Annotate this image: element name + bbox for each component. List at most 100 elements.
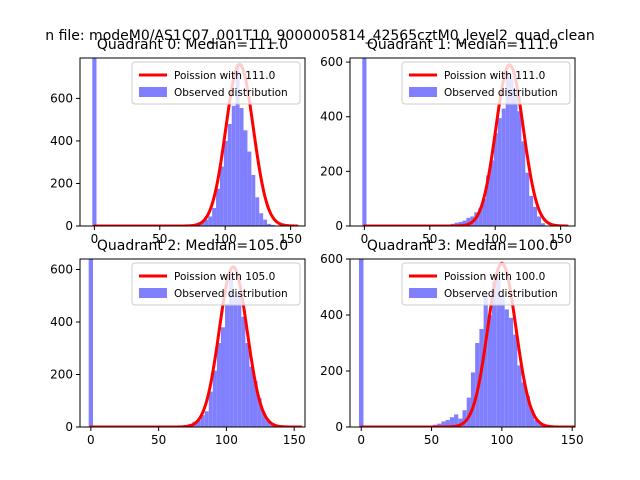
histogram-bar <box>231 105 236 226</box>
x-tick-label: 50 <box>152 232 167 246</box>
histogram-bar <box>537 216 541 226</box>
histogram-bar <box>500 295 505 427</box>
quadrant-2-panel: 0 50 100 150 0 200 400 600 Quadrant 2: Median=10… <box>50 238 306 447</box>
plot-area <box>362 58 569 226</box>
histogram-bar <box>508 317 514 427</box>
figure-suptitle: n file: modeM0/AS1C07_001T10_9000005814_… <box>45 28 594 44</box>
legend-hist-label: Observed distribution <box>174 288 288 300</box>
histogram-bar <box>534 420 539 427</box>
histogram-bar <box>462 220 467 226</box>
histogram-bar <box>486 175 490 226</box>
y-tick-label: 400 <box>50 315 73 329</box>
histogram-bar <box>449 417 455 427</box>
histogram-bar <box>489 160 494 226</box>
legend-hist-swatch <box>139 87 167 97</box>
legend-hist-label: Observed distribution <box>444 288 558 300</box>
histogram-bar <box>255 197 260 226</box>
histogram-bar <box>513 92 518 226</box>
histogram-bar <box>267 223 271 226</box>
x-tick-label: 0 <box>361 232 369 246</box>
axes-frame <box>79 258 306 428</box>
histogram-bar <box>216 343 221 427</box>
x-tick-label: 0 <box>91 232 99 246</box>
histogram-bar <box>204 219 209 226</box>
histogram-bar <box>505 73 510 226</box>
y-tick-label: 0 <box>335 420 343 434</box>
y-tick-label: 200 <box>50 176 73 190</box>
histogram-bar <box>200 415 205 427</box>
x-tick-label: 150 <box>561 433 584 447</box>
histogram-bar <box>513 334 518 427</box>
histogram-bar <box>530 410 535 427</box>
histogram-bar <box>257 398 262 427</box>
histogram-bar <box>483 295 488 427</box>
axes-frame <box>349 57 576 227</box>
poisson-fit-line <box>359 261 575 427</box>
y-tick-label: 0 <box>65 420 73 434</box>
histogram-bar <box>269 424 274 427</box>
histogram-bar <box>493 133 498 226</box>
legend: Poission with 111.0 Observed distribution <box>131 61 301 105</box>
y-tick-label: 0 <box>65 219 73 233</box>
y-tick-label: 200 <box>50 368 73 382</box>
histogram-bar <box>216 188 220 226</box>
legend-hist-swatch <box>139 288 167 298</box>
histogram-bar <box>223 140 228 226</box>
x-tick-label: 100 <box>214 232 237 246</box>
histogram-bar <box>529 195 534 226</box>
legend-line-label: Poission with 111.0 <box>174 70 275 82</box>
histogram-bar <box>437 423 442 427</box>
histogram-bar <box>208 391 213 427</box>
legend-hist-label: Observed distribution <box>444 87 558 99</box>
x-tick-label: 0 <box>87 433 95 447</box>
plot-area <box>88 259 303 427</box>
y-tick-label: 0 <box>335 219 343 233</box>
poisson-fit-line <box>92 62 299 226</box>
histogram-bar <box>208 216 213 226</box>
y-tick-label: 600 <box>320 252 343 266</box>
y-tick-label: 600 <box>50 91 73 105</box>
quadrant-title: Quadrant 2: Median=105.0 <box>97 238 288 254</box>
histogram-bar <box>235 64 240 226</box>
histogram-spike-bar <box>88 259 94 427</box>
histogram-bar <box>227 123 232 226</box>
plot-area <box>359 259 575 427</box>
legend-box <box>401 262 571 306</box>
y-tick-label: 200 <box>320 164 343 178</box>
y-tick-label: 400 <box>320 110 343 124</box>
legend-box <box>401 61 571 105</box>
histogram-bar <box>517 365 522 427</box>
histogram-bar <box>521 141 526 226</box>
histogram-bar <box>454 414 459 427</box>
histogram-bar <box>538 424 543 427</box>
x-tick-label: 100 <box>484 232 507 246</box>
legend: Poission with 105.0 Observed distribution <box>131 262 301 306</box>
quadrant-3-panel: 0 50 100 150 0 200 400 600 Quadrant 3: Median=10… <box>320 238 584 447</box>
histogram-bar <box>241 316 246 427</box>
y-tick-label: 600 <box>50 263 73 277</box>
legend: Poission with 111.0 Observed distribution <box>401 61 571 105</box>
histogram-bar <box>253 381 258 427</box>
histogram-bar <box>229 273 234 427</box>
histogram-bar <box>445 420 450 427</box>
histogram-bar <box>487 315 493 427</box>
histogram-bar <box>200 221 205 226</box>
histogram-bar <box>482 198 487 226</box>
axes-frame <box>79 57 306 227</box>
histogram-bar <box>249 366 254 427</box>
histogram-bar <box>261 412 266 427</box>
histogram-bar <box>219 166 224 226</box>
y-tick-label: 200 <box>320 364 343 378</box>
quadrant-title: Quadrant 0: Median=111.0 <box>97 37 288 53</box>
histogram-bar <box>212 370 217 427</box>
y-tick-label: 400 <box>320 308 343 322</box>
histogram-bar <box>259 213 264 226</box>
histogram-bar <box>237 293 242 427</box>
poisson-fit-line <box>362 63 569 226</box>
x-tick-label: 50 <box>151 433 166 447</box>
x-tick-label: 50 <box>424 433 439 447</box>
legend-box <box>131 262 301 306</box>
histogram-bar <box>233 295 238 427</box>
legend-line-label: Poission with 100.0 <box>444 271 545 283</box>
y-tick-label: 600 <box>320 55 343 69</box>
